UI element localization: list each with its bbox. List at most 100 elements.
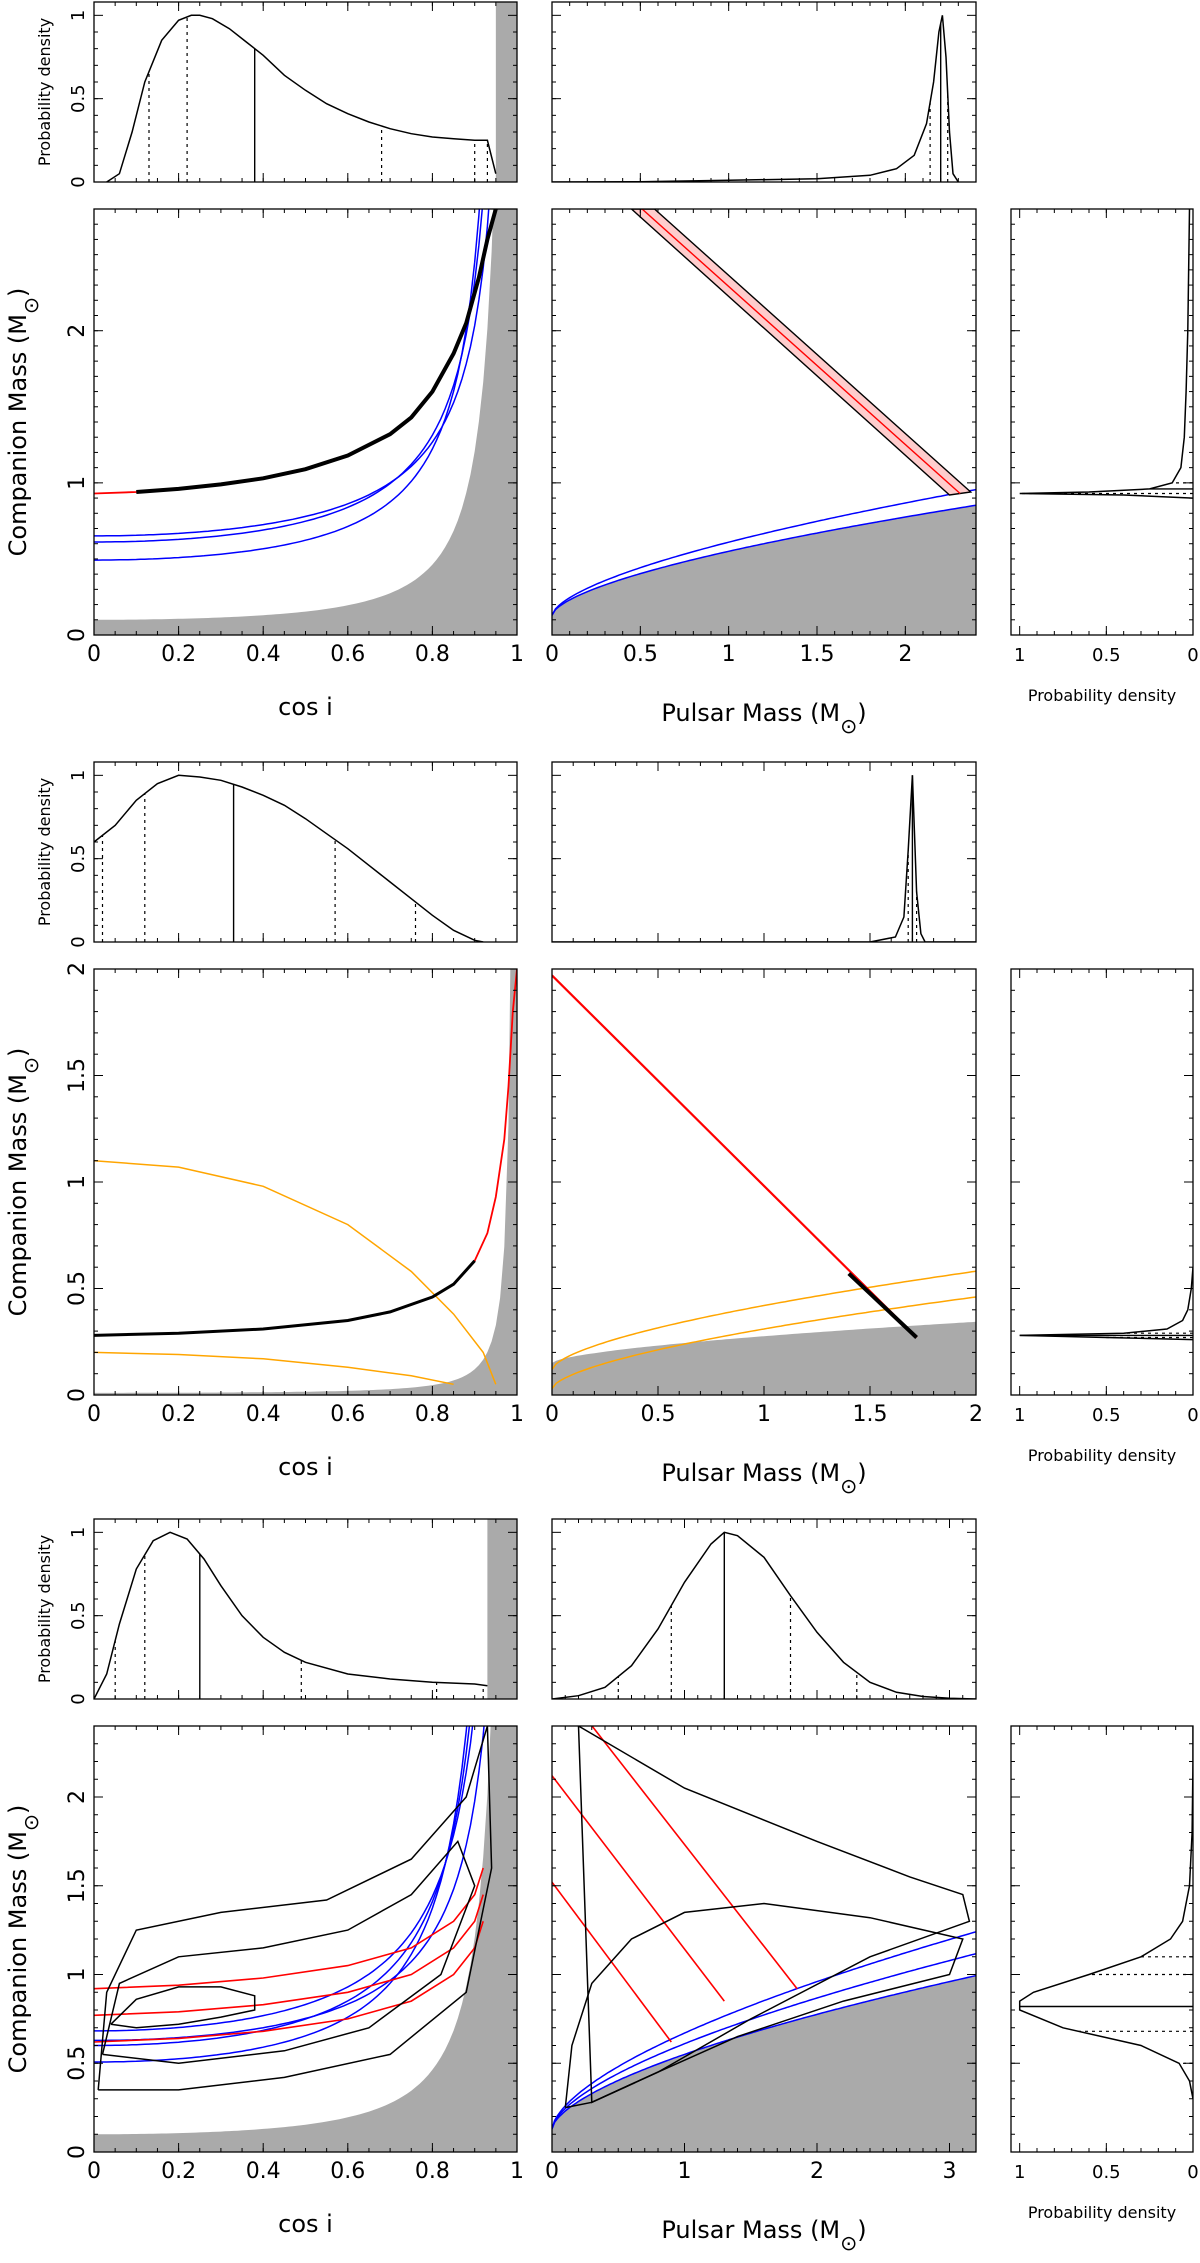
- row2-mp-main: 0 0.5 1 1.5 2 Pulsar Mass (M⊙): [545, 968, 983, 1498]
- row2-cos-main-ytick-label: 1: [65, 1175, 90, 1189]
- row1-cos-pdf-curve: [106, 14, 497, 182]
- row1-cos-main-blue-curve: [94, 209, 481, 561]
- row1-cos-main-plot-area: [94, 209, 517, 635]
- row1-mp-main-plot-area: [552, 209, 976, 635]
- row2-cos-main-orange-curve: [94, 1351, 454, 1386]
- row3-mp-main-red-line: [552, 1775, 725, 2002]
- row2-mp-main-red-line: [552, 974, 918, 1339]
- row2-mc-pdf-plot-area: [1019, 1267, 1193, 1341]
- row2-mp-main-excluded-region: [552, 1321, 976, 1395]
- row3-cos-pdf-curve: [94, 1531, 488, 1699]
- row1-cos-main-xtick-label: 0.2: [161, 642, 196, 667]
- row1-mp-main-xtick-label: 1.5: [800, 642, 835, 667]
- row3-cos-main-excluded-region: [94, 1726, 517, 2152]
- row1-mp-main-xtick-label: 1: [722, 642, 736, 667]
- row3-cos-main-ytick-label: 1: [65, 1968, 90, 1982]
- row1-mc-pdf-xtick-label: 0: [1187, 645, 1198, 666]
- row2-cos-main-xtick-label: 0.6: [330, 1402, 365, 1427]
- row1-mp-pdf-plot-area: [552, 15, 959, 182]
- row3-mp-pdf-frame: [551, 1518, 977, 1700]
- row3-mc-pdf: 1 0.5 0 Probability density: [1010, 1725, 1199, 2222]
- row2-cos-pdf-plot-area: [94, 774, 484, 942]
- row3-mp-main-xtick-label: 2: [810, 2159, 824, 2184]
- row2-mp-main-orange-curve: [552, 1296, 976, 1390]
- row2-mp-main-xlabel: Pulsar Mass (M⊙): [661, 1459, 866, 1498]
- row1-mp-pdf-curve: [552, 15, 959, 182]
- row1-cos-main-xtick-label: 1: [510, 642, 524, 667]
- row2-cos-pdf: 0 0.5 1 Probability density: [35, 761, 518, 948]
- row1-mc-pdf-xtick-label: 0.5: [1092, 645, 1121, 666]
- row3-mc-pdf-xtick-label: 1: [1014, 2162, 1025, 2183]
- row1-cos-main-xtick-label: 0.8: [415, 642, 450, 667]
- row2-cos-main-xtick-label: 0.4: [246, 1402, 281, 1427]
- row3-mp-main-contour: [564, 1902, 964, 2109]
- row2-mp-pdf: [551, 761, 977, 943]
- row3-mp-main: 0 1 2 3 Pulsar Mass (M⊙): [545, 1725, 977, 2255]
- row1-mp-main: 0 0.5 1 1.5 2 Pulsar Mass (M⊙): [545, 208, 977, 738]
- row2-mc-pdf-xtick-label: 0: [1187, 1405, 1198, 1426]
- row1-cos-main-ytick-label: 1: [65, 476, 90, 490]
- row3-mp-pdf-curve: [552, 1531, 976, 1699]
- row1-cos-main-red-curve: [94, 209, 497, 495]
- row2-cos-main-ytick-label: 2: [65, 962, 90, 976]
- row3-cos-main-red-curve: [94, 1894, 484, 2017]
- row3-cos-main-contour: [97, 1726, 493, 2091]
- row2-mp-main-black-band: [847, 1272, 918, 1339]
- row2-mc-pdf-frame: [1010, 968, 1194, 1396]
- row1-mp-main-xlabel: Pulsar Mass (M⊙): [661, 699, 866, 738]
- row3-cos-main-xtick-label: 0.2: [161, 2159, 196, 2184]
- row1-cos-main-ytick-label: 0: [65, 628, 90, 642]
- row2-cos-main-ytick-label: 1.5: [65, 1058, 90, 1093]
- row1-mp-main-blue-curve: [552, 488, 976, 616]
- row2-mp-main-xtick-label: 0: [545, 1402, 559, 1427]
- row3-mc-pdf-curve: [1018, 1726, 1193, 2099]
- row2-cos-main: 0 0.2 0.4 0.6 0.8 1 0 0.5 1 1.5 2 Companion Mass (M…: [4, 962, 524, 1481]
- row3-mp-pdf: [551, 1518, 977, 1700]
- row1-cos-main-xtick-label: 0: [87, 642, 101, 667]
- row3-cos-main-ytick-label: 0.5: [65, 2046, 90, 2081]
- row2-mp-main-xtick-label: 2: [969, 1402, 983, 1427]
- row3-cos-main-xtick-label: 0.4: [246, 2159, 281, 2184]
- row3-cos-pdf-frame: [93, 1518, 518, 1700]
- row1-cos-main-blue-curve: [94, 209, 484, 543]
- row1-cos-main-xtick-label: 0.6: [330, 642, 365, 667]
- row3-cos-main-red-curve: [94, 1921, 484, 2043]
- row3-cos-main-xtick-label: 1: [510, 2159, 524, 2184]
- row3-cos-pdf-plot-area: [94, 1519, 517, 1699]
- row1-cos-main-ytick-label: 2: [65, 324, 90, 338]
- row1-mp-main-xtick-label: 2: [898, 642, 912, 667]
- row3-cos-main-blue-curve: [94, 1726, 468, 2063]
- row2-mp-main-orange-curve: [552, 1270, 976, 1370]
- row3-cos-main-contour: [101, 1839, 476, 2065]
- row2-cos-main-ytick-label: 0: [65, 1388, 90, 1402]
- row3-cos-main-blue-curve: [94, 1726, 471, 2047]
- row2-cos-main-plot-area: [94, 969, 517, 1395]
- row1-mp-main-xtick-label: 0.5: [623, 642, 658, 667]
- row2-mc-pdf: 1 0.5 0 Probability density: [1010, 968, 1199, 1465]
- row3-cos-main-xtick-label: 0.6: [330, 2159, 365, 2184]
- row2-cos-main-red-curve: [94, 969, 517, 1337]
- row3-mp-main-blue-curve: [552, 1931, 976, 2130]
- row2-cos-main-xtick-label: 0: [87, 1402, 101, 1427]
- row2-cos-main-xtick-label: 0.2: [161, 1402, 196, 1427]
- row3-cos-main-red-curve: [94, 1867, 484, 1990]
- row1-cos-pdf-frame: [93, 1, 518, 183]
- row2-mp-main-xtick-label: 1.5: [853, 1402, 888, 1427]
- row2-cos-main-xlabel: cos i: [278, 1453, 333, 1481]
- row3-mp-main-blue-curve: [552, 1974, 976, 2130]
- row3-cos-main-xtick-label: 0: [87, 2159, 101, 2184]
- row3-cos-pdf: 0 0.5 1 Probability density: [35, 1518, 518, 1705]
- row2-mc-pdf-xtick-label: 0.5: [1092, 1405, 1121, 1426]
- row1-cos-main: 0 0.2 0.4 0.6 0.8 1 0 1 2 Companion Mass (M⊙) cos …: [4, 208, 524, 721]
- row2-cos-pdf-ytick-label: 0: [68, 936, 89, 947]
- row1-mp-main-red-line: [641, 209, 961, 495]
- row2-mc-pdf-curve: [1019, 1267, 1193, 1341]
- row3-cos-pdf-ylabel: Probability density: [35, 1535, 54, 1683]
- row3-cos-main-plot-area: [94, 1726, 517, 2152]
- row3-cos-main-xlabel: cos i: [278, 2210, 333, 2238]
- row2-cos-pdf-curve: [94, 774, 484, 942]
- row1-cos-main-ylabel: Companion Mass (M⊙): [4, 288, 43, 557]
- row3-cos-main-ytick-label: 2: [65, 1790, 90, 1804]
- row1-cos-pdf-ytick-label: 1: [68, 10, 89, 21]
